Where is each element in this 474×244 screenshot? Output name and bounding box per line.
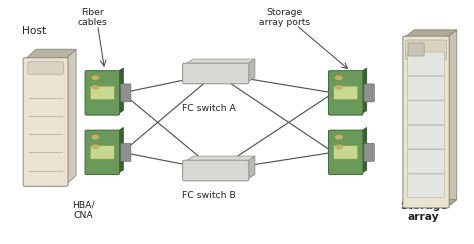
Circle shape	[336, 145, 342, 149]
Circle shape	[92, 135, 99, 139]
FancyBboxPatch shape	[120, 84, 131, 102]
FancyBboxPatch shape	[90, 145, 114, 159]
FancyBboxPatch shape	[334, 145, 358, 159]
Polygon shape	[447, 30, 457, 207]
Text: Host: Host	[22, 26, 46, 36]
FancyBboxPatch shape	[328, 130, 363, 174]
Polygon shape	[185, 77, 255, 82]
Polygon shape	[66, 49, 76, 185]
FancyBboxPatch shape	[120, 143, 131, 161]
Text: HBA/
CNA: HBA/ CNA	[72, 201, 95, 220]
FancyBboxPatch shape	[408, 43, 424, 56]
FancyBboxPatch shape	[408, 101, 445, 124]
Polygon shape	[246, 156, 255, 180]
FancyBboxPatch shape	[403, 36, 449, 208]
FancyBboxPatch shape	[408, 76, 445, 100]
Circle shape	[336, 76, 342, 79]
Circle shape	[92, 86, 99, 89]
Text: Storage
array ports: Storage array ports	[259, 8, 310, 27]
FancyBboxPatch shape	[328, 71, 363, 115]
Text: Fiber
cables: Fiber cables	[78, 8, 108, 27]
Circle shape	[92, 145, 99, 149]
Text: FC switch B: FC switch B	[182, 191, 236, 200]
Polygon shape	[405, 200, 457, 207]
Polygon shape	[118, 127, 123, 173]
FancyBboxPatch shape	[23, 58, 68, 186]
Polygon shape	[118, 68, 123, 114]
FancyBboxPatch shape	[85, 130, 119, 174]
FancyBboxPatch shape	[364, 84, 374, 102]
Polygon shape	[185, 59, 255, 64]
Polygon shape	[26, 49, 76, 59]
FancyBboxPatch shape	[408, 52, 445, 76]
FancyBboxPatch shape	[90, 86, 114, 100]
FancyBboxPatch shape	[408, 125, 445, 149]
Circle shape	[336, 86, 342, 89]
FancyBboxPatch shape	[182, 63, 249, 84]
FancyBboxPatch shape	[408, 150, 445, 173]
Text: Storage
array: Storage array	[400, 201, 447, 223]
Polygon shape	[361, 68, 367, 114]
Text: FC switch A: FC switch A	[182, 104, 236, 113]
FancyBboxPatch shape	[85, 71, 119, 115]
FancyBboxPatch shape	[408, 174, 445, 198]
Polygon shape	[246, 59, 255, 82]
Polygon shape	[185, 156, 255, 162]
Circle shape	[336, 135, 342, 139]
Circle shape	[92, 76, 99, 79]
Polygon shape	[405, 30, 457, 37]
FancyBboxPatch shape	[406, 40, 447, 60]
FancyBboxPatch shape	[364, 143, 374, 161]
FancyBboxPatch shape	[28, 62, 64, 74]
FancyBboxPatch shape	[334, 86, 358, 100]
Polygon shape	[185, 174, 255, 180]
FancyBboxPatch shape	[182, 160, 249, 181]
Polygon shape	[361, 127, 367, 173]
